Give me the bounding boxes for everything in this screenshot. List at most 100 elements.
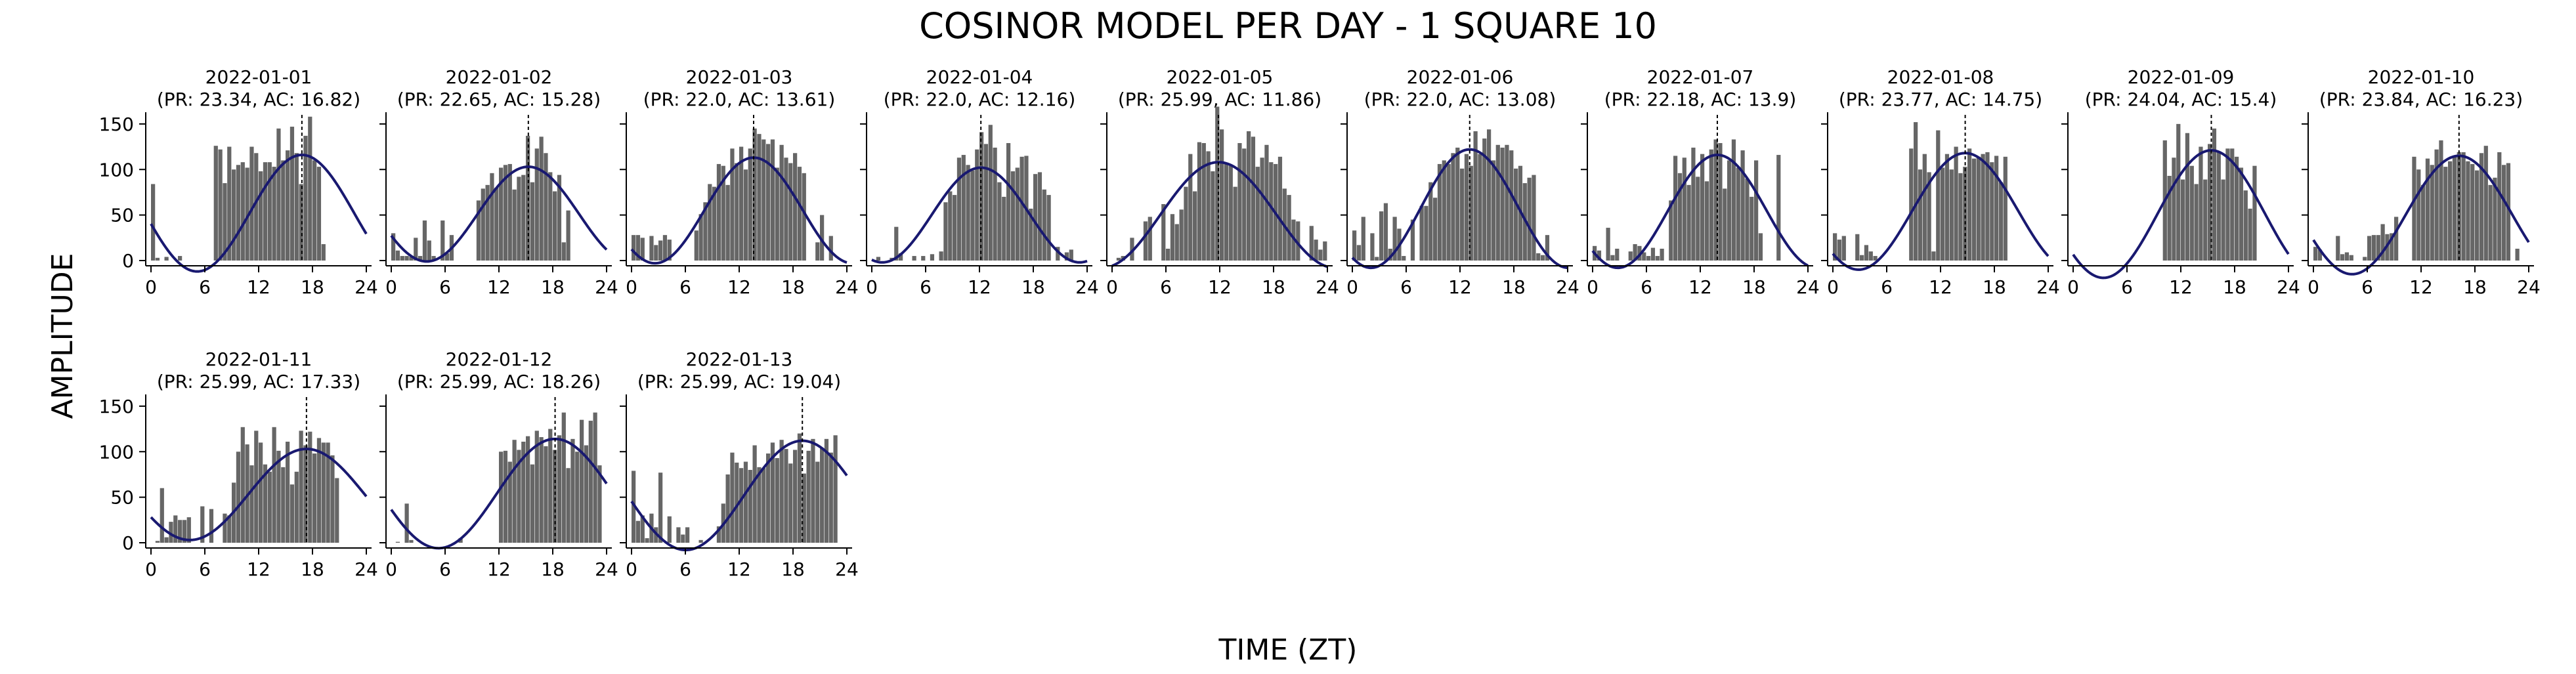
activity-bar [570,438,575,543]
activity-bar [811,438,815,543]
x-tick-label: 0 [145,558,157,580]
activity-bar [1628,251,1633,261]
activity-bar [815,461,820,543]
activity-bar [2448,161,2453,261]
activity-bar [698,214,703,261]
activity-bar [762,139,766,261]
activity-bar [635,520,641,543]
activity-bar [739,146,744,261]
activity-bar [1963,167,1967,261]
activity-bar [312,453,317,543]
activity-bar [2340,254,2345,261]
activity-bar [597,465,602,543]
activity-bar [290,127,295,261]
x-tick-label: 24 [835,558,859,580]
x-tick-label: 12 [1448,276,1472,298]
activity-bar [1646,256,1651,261]
activity-bar [757,467,762,543]
activity-bar [303,135,308,261]
activity-bar [766,144,771,261]
activity-bar [658,473,663,543]
activity-bar [530,182,535,261]
activity-bar [698,539,703,543]
activity-bar [743,169,748,261]
x-tick-label: 6 [2361,276,2373,298]
panel-date-title: 2022-01-05 [1167,66,1274,88]
activity-bar [553,191,557,261]
activity-bar [155,257,160,261]
activity-bar [735,163,739,261]
activity-bar [259,442,263,543]
activity-bar [784,449,788,543]
activity-bar [240,162,245,261]
activity-bar [1392,217,1397,261]
activity-bar [2194,184,2199,261]
x-tick-label: 12 [1208,276,1232,298]
x-tick-label: 6 [679,276,691,298]
activity-bar [654,245,658,261]
x-tick-label: 18 [1742,276,1766,298]
activity-bar [2336,236,2340,261]
activity-bar [1841,236,1846,261]
activity-bar [685,527,690,543]
activity-bar [1541,255,1545,261]
activity-bar [1419,205,1424,261]
cosinor-curve [390,437,608,550]
activity-bar [1615,248,1620,261]
activity-bar [748,148,752,261]
activity-bar [512,189,517,261]
y-tick-label: 150 [99,396,134,417]
activity-bar [632,235,636,261]
activity-bar [2003,156,2007,261]
activity-bar [997,182,1002,261]
x-tick-label: 24 [595,276,618,298]
activity-bar [739,468,744,543]
activity-bar [335,478,339,543]
x-tick-label: 12 [1929,276,1952,298]
activity-bar [2425,158,2430,261]
activity-bar [721,165,725,261]
activity-bar [2176,123,2181,261]
x-tick-label: 24 [1556,276,1579,298]
activity-bar [1985,152,1990,261]
activity-bar [762,468,766,543]
activity-bar [2230,148,2235,261]
x-tick-label: 6 [1881,276,1893,298]
activity-bar [662,235,668,261]
activity-bar [1277,156,1283,261]
activity-bar [712,186,717,261]
panel-date-title: 2022-01-13 [686,348,793,370]
activity-bar [1864,245,1869,261]
activity-bar [1442,160,1446,261]
activity-bar [490,173,494,261]
panel-stats-subtitle: (PR: 23.77, AC: 14.75) [1839,89,2042,110]
activity-bar [828,452,833,543]
activity-bar [1723,188,1727,261]
activity-bar [788,163,793,261]
activity-bar [2167,175,2172,261]
cosinor-curve [1591,154,1809,270]
activity-bar [1451,153,1455,261]
activity-bar [1642,252,1646,261]
activity-bar [1495,144,1500,261]
activity-bar [667,516,672,543]
activity-bar [1532,175,1536,261]
x-tick-label: 0 [385,558,397,580]
cosinor-curve [2312,154,2530,276]
panel: 2022-01-07(PR: 22.18, AC: 13.9) 0 6 12 18 24 [1581,66,1820,298]
activity-bar [1179,209,1184,261]
activity-bar [1944,154,1950,261]
panel: 2022-01-03(PR: 22.0, AC: 13.61) 0 6 12 18 24 [620,66,859,298]
activity-bar [584,445,589,543]
activity-bar [1954,146,1958,261]
activity-bar [240,427,245,543]
activity-bar [2502,165,2506,261]
activity-bar [779,440,784,543]
activity-bar [548,172,553,261]
activity-bar [667,240,672,261]
activity-bar [263,162,268,261]
activity-bar [1056,247,1060,261]
activity-bar [1269,162,1274,261]
activity-bar [2235,156,2239,261]
activity-bar [2239,167,2244,261]
